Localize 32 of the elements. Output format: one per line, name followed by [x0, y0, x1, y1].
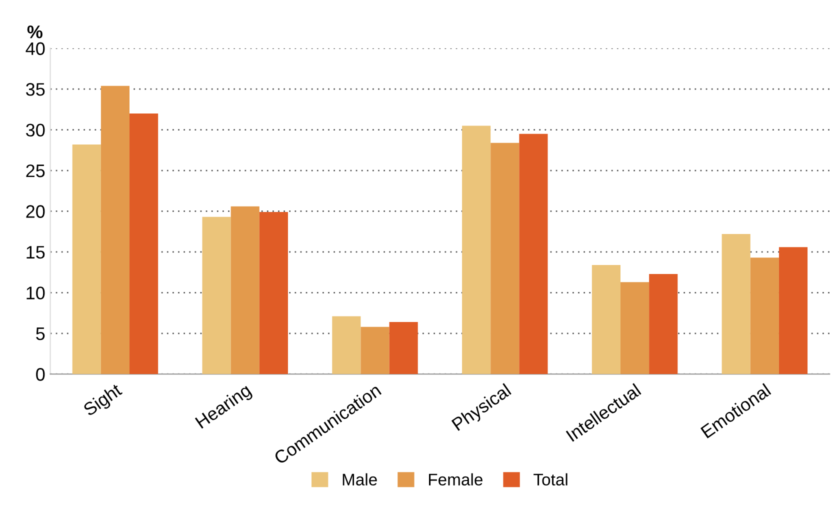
bar: [332, 316, 361, 374]
y-tick-label: 5: [36, 328, 45, 340]
bar: [620, 282, 650, 374]
bar: [750, 258, 779, 374]
y-tick-label: 35: [26, 83, 45, 96]
bar: [519, 134, 548, 374]
legend-label: Male: [342, 473, 377, 486]
bar: [259, 212, 288, 374]
bar: [592, 264, 620, 374]
bar: [72, 144, 101, 374]
legend-label: Female: [428, 473, 482, 486]
y-tick-label: 20: [26, 205, 45, 218]
bar: [722, 234, 750, 374]
bar: [462, 126, 491, 374]
legend-label: Total: [534, 473, 568, 486]
y-tick-label: 10: [26, 286, 45, 300]
y-tick-label: 25: [26, 164, 45, 178]
bar: [778, 247, 808, 374]
bar: [230, 206, 260, 374]
y-tick-label: 15: [26, 246, 45, 259]
y-tick-label: 30: [26, 124, 45, 137]
bar: [360, 326, 390, 374]
bar: [490, 142, 520, 374]
y-tick-label: 40: [26, 42, 45, 56]
x-tick-label: Sight: [82, 382, 125, 420]
bar: [389, 322, 418, 374]
y-axis-title: %: [27, 26, 42, 38]
bar: [100, 86, 130, 374]
bar: [202, 216, 231, 374]
y-tick-label: 0: [36, 368, 45, 381]
bar: [649, 274, 678, 374]
bar: [130, 114, 158, 374]
